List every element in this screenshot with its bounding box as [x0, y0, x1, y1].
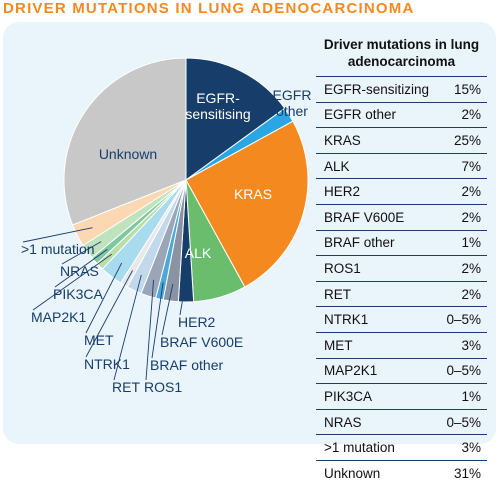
row-value: 0–5% — [446, 414, 481, 430]
slice-label-alk: ALK — [185, 245, 212, 261]
row-label: RET — [324, 286, 351, 302]
row-label: NTRK1 — [324, 312, 369, 328]
row-value: 2% — [461, 107, 481, 123]
leader-line — [113, 274, 142, 381]
row-label: BRAF V600E — [324, 209, 405, 225]
pie-slice-egfr-sensitising — [185, 57, 286, 181]
table-row: RET 2% — [316, 282, 487, 308]
row-label: EGFR other — [324, 107, 397, 123]
slice-label-pik3ca: PIK3CA — [53, 286, 103, 302]
row-value: 25% — [453, 132, 481, 148]
table-row: ROS1 2% — [316, 256, 487, 282]
leader-line — [151, 282, 164, 359]
mutation-table: Driver mutations in lung adenocarcinoma … — [316, 36, 487, 486]
row-label: MET — [324, 337, 353, 353]
slice-label-unknown: Unknown — [99, 146, 157, 162]
row-value: 0–5% — [446, 363, 481, 379]
slice-label-her2: HER2 — [178, 314, 216, 330]
row-value: 3% — [461, 337, 481, 353]
row-label: ROS1 — [324, 260, 361, 276]
table-row: Unknown 31% — [316, 461, 487, 486]
row-label: ALK — [324, 158, 350, 174]
leader-line — [61, 241, 102, 265]
slice-label-ret: RET — [112, 379, 140, 395]
leader-line — [32, 253, 113, 311]
slice-label-ntrk1: NTRK1 — [84, 356, 130, 372]
row-label: KRAS — [324, 132, 361, 148]
row-label: NRAS — [324, 414, 362, 430]
leader-line — [85, 270, 133, 358]
row-label: EGFR-sensitizing — [324, 81, 430, 97]
row-value: 2% — [461, 209, 481, 225]
leader-line — [22, 227, 93, 243]
table-row: ALK 7% — [316, 154, 487, 180]
row-label: PIK3CA — [324, 388, 373, 404]
leader-line — [161, 283, 174, 336]
slice-label-1-mutation: >1 mutation — [21, 241, 95, 257]
slice-label-kras: KRAS — [234, 186, 272, 202]
table-row: EGFR other 2% — [316, 103, 487, 129]
row-value: 2% — [461, 260, 481, 276]
leader-line — [85, 262, 123, 334]
page-title: DRIVER MUTATIONS IN LUNG ADENOCARCINOMA — [3, 0, 415, 17]
table-row: NTRK1 0–5% — [316, 307, 487, 333]
table-row: BRAF other 1% — [316, 231, 487, 257]
slice-label-map2k1: MAP2K1 — [31, 309, 86, 325]
table-row: >1 mutation 3% — [316, 435, 487, 461]
table-row: KRAS 25% — [316, 128, 487, 154]
slice-label-nras: NRAS — [60, 263, 99, 279]
table-row: NRAS 0–5% — [316, 410, 487, 436]
pie-slice-kras — [185, 120, 309, 288]
row-value: 1% — [461, 388, 481, 404]
row-value: 1% — [461, 235, 481, 251]
table-row: HER2 2% — [316, 179, 487, 205]
slice-label-braf-other: BRAF other — [150, 357, 223, 373]
table-row: MET 3% — [316, 333, 487, 359]
pie-chart: EGFR-sensitising EGFR other KRAS ALK HER2 BRAF… — [21, 57, 312, 395]
row-value: 2% — [461, 286, 481, 302]
slice-label-met: MET — [84, 332, 114, 348]
row-value: 2% — [461, 184, 481, 200]
table-row: EGFR-sensitizing 15% — [316, 77, 487, 103]
table-row: BRAF V600E 2% — [316, 205, 487, 231]
row-value: 31% — [453, 465, 481, 481]
row-label: MAP2K1 — [324, 363, 378, 379]
row-value: 0–5% — [446, 312, 481, 328]
table-header: Driver mutations in lung adenocarcinoma — [316, 36, 487, 77]
slice-label-braf-v600e: BRAF V600E — [160, 334, 243, 350]
row-value: 7% — [461, 158, 481, 174]
table-row: MAP2K1 0–5% — [316, 359, 487, 385]
leader-line — [179, 279, 187, 316]
pie-slice-unknown — [63, 57, 187, 226]
slice-label-egfr-sensitising: EGFR-sensitising — [185, 90, 250, 122]
row-label: HER2 — [324, 184, 361, 200]
leader-line — [54, 249, 108, 288]
row-label: Unknown — [324, 465, 381, 481]
slice-label-egfr-other: EGFR other — [273, 87, 312, 119]
slice-label-ros1: ROS1 — [144, 379, 182, 395]
leader-line — [145, 279, 155, 381]
row-label: BRAF other — [324, 235, 395, 251]
row-value: 15% — [453, 81, 481, 97]
table-row: PIK3CA 1% — [316, 384, 487, 410]
